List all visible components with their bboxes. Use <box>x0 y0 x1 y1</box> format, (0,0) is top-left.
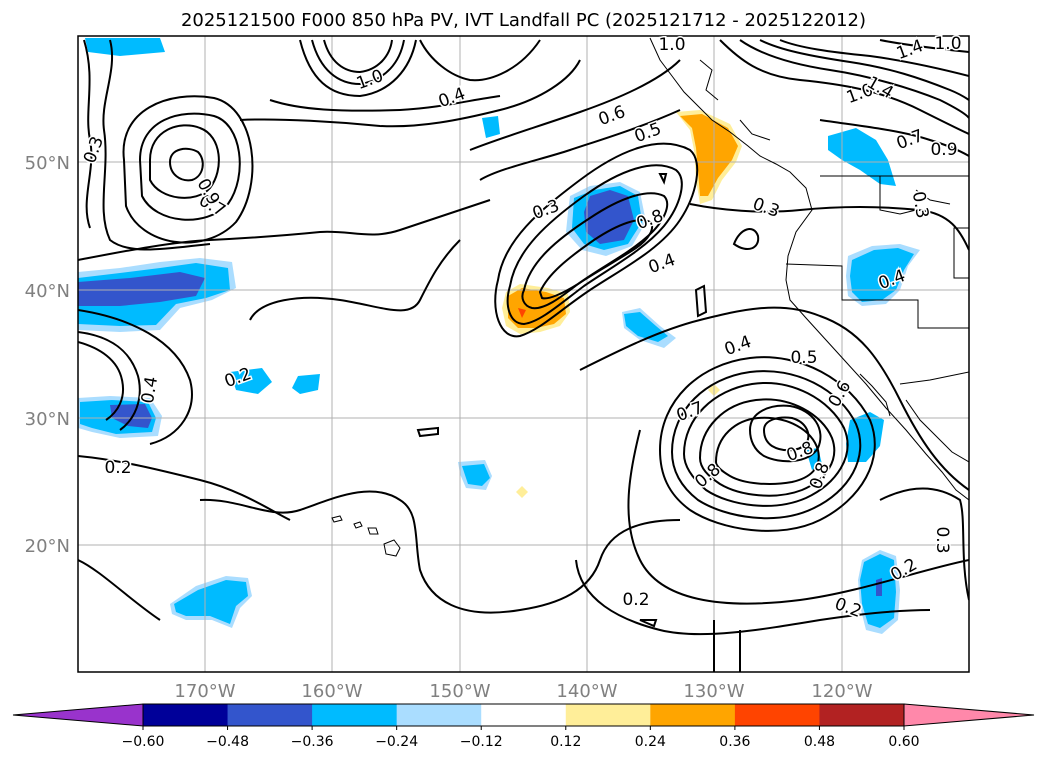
lat-tick-label: 20°N <box>25 536 70 557</box>
coastlines <box>331 37 969 557</box>
colorbar-tick-label: −0.12 <box>460 734 503 750</box>
lat-tick-label: 50°N <box>25 153 70 174</box>
colorbar-tick-label: −0.60 <box>122 734 165 750</box>
contour-label: 0.3 <box>932 526 952 553</box>
colorbar-extend-left <box>12 703 144 727</box>
colorbar-tick-label: 0.24 <box>635 734 666 750</box>
lon-axis: 170°W 160°W 150°W 140°W 130°W 120°W <box>174 681 872 702</box>
lon-tick-label: 150°W <box>429 681 490 702</box>
colorbar-bins <box>143 704 905 726</box>
lat-tick-label: 40°N <box>25 281 70 302</box>
colorbar-bin <box>227 704 313 726</box>
pv-contours <box>78 39 969 672</box>
colorbar-tick-label: −0.36 <box>291 734 334 750</box>
map-frame <box>77 35 970 673</box>
map-background <box>78 36 969 672</box>
lon-tick-label: 130°W <box>683 681 744 702</box>
colorbar-bin <box>819 704 905 726</box>
colorbar-tick-label: −0.24 <box>375 734 418 750</box>
colorbar-tick-label: 0.60 <box>888 734 919 750</box>
lat-tick-label: 30°N <box>25 409 70 430</box>
contour-label: 0.2 <box>104 458 131 478</box>
map-title: 2025121500 F000 850 hPa PV, IVT Landfall… <box>180 10 867 31</box>
contour-label: 0.9 <box>930 140 957 160</box>
lon-tick-label: 120°W <box>811 681 872 702</box>
contour-label: 0.2 <box>622 590 649 610</box>
colorbar-bin <box>734 704 820 726</box>
colorbar: −0.60 −0.48 −0.36 −0.24 −0.12 0.12 0.24 0.36 0.4… <box>12 703 1035 750</box>
colorbar-tick-label: 0.48 <box>804 734 835 750</box>
colorbar-tick-label: 0.36 <box>719 734 750 750</box>
colorbar-bin <box>312 704 398 726</box>
contour-label: 1.0 <box>934 34 961 54</box>
colorbar-tick-label: −0.48 <box>206 734 249 750</box>
colorbar-tick-label: 0.12 <box>550 734 581 750</box>
lon-tick-label: 140°W <box>556 681 617 702</box>
lon-tick-label: 170°W <box>174 681 235 702</box>
colorbar-bin <box>143 704 229 726</box>
contour-label: 1.0 <box>658 35 685 55</box>
lat-axis: 50°N 40°N 30°N 20°N <box>25 153 70 557</box>
colorbar-frame <box>142 703 905 727</box>
colorbar-bin <box>565 704 651 726</box>
contour-label: 0.3 <box>908 190 932 220</box>
colorbar-extend-right <box>903 703 1035 727</box>
shaded-fields <box>78 38 920 634</box>
colorbar-bin <box>650 704 736 726</box>
gridlines <box>78 36 969 672</box>
contour-label: 0.5 <box>790 348 817 368</box>
colorbar-bin <box>481 704 567 726</box>
colorbar-bin <box>396 704 482 726</box>
colorbar-ticks: −0.60 −0.48 −0.36 −0.24 −0.12 0.12 0.24 0.36 0.4… <box>122 726 920 750</box>
contour-label: 0.4 <box>138 375 162 405</box>
lon-tick-label: 160°W <box>301 681 362 702</box>
